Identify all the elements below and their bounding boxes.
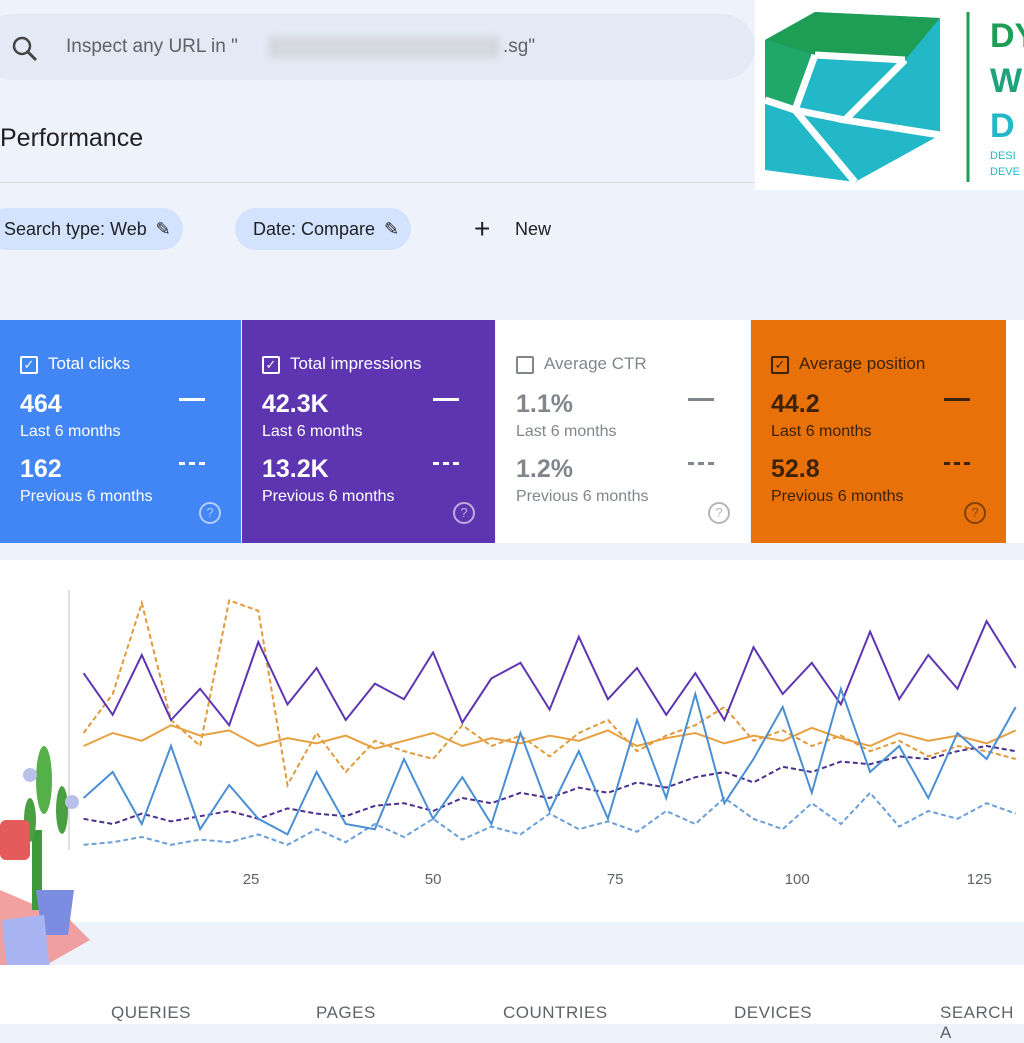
tab-bar bbox=[0, 965, 1024, 1024]
card-prev-period: Previous 6 months bbox=[20, 488, 153, 505]
card-label: Total impressions bbox=[290, 354, 422, 373]
card-period: Last 6 months bbox=[20, 423, 121, 440]
card-prev-value: 1.2% bbox=[516, 455, 573, 483]
help-icon: ? bbox=[708, 502, 730, 524]
page-title: Performance bbox=[0, 124, 144, 152]
card-prev-period: Previous 6 months bbox=[771, 488, 904, 505]
search-text-end: .sg" bbox=[503, 36, 536, 57]
logo-text: DY bbox=[990, 17, 1024, 55]
x-tick-label: 75 bbox=[607, 871, 624, 888]
card-prev-period: Previous 6 months bbox=[262, 488, 395, 505]
filter-chip[interactable]: Date: Compare bbox=[235, 208, 412, 250]
x-tick-label: 50 bbox=[425, 871, 442, 888]
series-line bbox=[83, 791, 1017, 846]
logo-text: W bbox=[990, 62, 1023, 100]
metric-card[interactable]: ✓ Total clicks 464 Last 6 months 162 Previous… bbox=[0, 320, 241, 543]
solid-legend bbox=[944, 398, 970, 401]
logo-small: DESI bbox=[990, 150, 1016, 162]
dashed-legend bbox=[688, 462, 714, 465]
series-line bbox=[82, 685, 1017, 836]
dashed-legend bbox=[433, 462, 459, 465]
card-prev-period: Previous 6 months bbox=[516, 488, 649, 505]
card-label: Average position bbox=[799, 354, 926, 373]
blurred-domain bbox=[268, 36, 500, 58]
filter-chip[interactable]: Search type: Web bbox=[0, 208, 183, 250]
x-tick-label: 100 bbox=[785, 871, 810, 888]
tab[interactable]: SEARCH A bbox=[940, 1003, 1014, 1042]
series-line bbox=[82, 619, 1017, 728]
divider bbox=[0, 182, 755, 183]
x-tick-label: 125 bbox=[967, 871, 992, 888]
solid-legend bbox=[179, 398, 205, 401]
dashed-legend bbox=[944, 462, 970, 465]
card-prev-value: 52.8 bbox=[771, 455, 820, 483]
search-text: Inspect any URL in " bbox=[66, 36, 238, 57]
logo: DY W D DESI DEVE bbox=[755, 0, 1024, 190]
search-icon bbox=[12, 36, 38, 62]
card-value: 464 bbox=[20, 390, 62, 418]
card-label: Total clicks bbox=[48, 354, 131, 373]
tab[interactable]: PAGES bbox=[316, 1003, 376, 1022]
card-period: Last 6 months bbox=[771, 423, 872, 440]
new-button[interactable]: New bbox=[515, 219, 552, 239]
dashed-legend bbox=[179, 462, 205, 465]
tab[interactable]: DEVICES bbox=[734, 1003, 813, 1022]
checkbox: ✓ bbox=[262, 356, 280, 374]
metric-card[interactable]: ✓ Total impressions 42.3K Last 6 months 13.2… bbox=[242, 320, 495, 543]
solid-legend bbox=[433, 398, 459, 401]
tab[interactable]: COUNTRIES bbox=[503, 1003, 608, 1022]
card-value: 42.3K bbox=[262, 390, 329, 418]
metric-card[interactable]: ✓ Average position 44.2 Last 6 months 52.8 Pr… bbox=[751, 320, 1006, 543]
card-value: 1.1% bbox=[516, 390, 573, 418]
card-prev-value: 13.2K bbox=[262, 455, 329, 483]
card-period: Last 6 months bbox=[516, 423, 617, 440]
series-line bbox=[83, 744, 1016, 826]
plus-icon: + bbox=[474, 213, 491, 244]
help-icon: ? bbox=[453, 502, 475, 524]
solid-legend bbox=[688, 398, 714, 401]
card-edge bbox=[1006, 320, 1024, 543]
logo-text: D bbox=[990, 107, 1015, 145]
checkbox: ✓ bbox=[771, 356, 789, 374]
help-icon: ? bbox=[964, 502, 986, 524]
tab[interactable]: QUERIES bbox=[111, 1003, 192, 1022]
help-icon: ? bbox=[199, 502, 221, 524]
metric-card[interactable]: Average CTR 1.1% Last 6 months 1.2% Previous… bbox=[496, 320, 750, 543]
checkbox bbox=[516, 356, 534, 374]
checkbox: ✓ bbox=[20, 356, 38, 374]
x-tick-label: 25 bbox=[243, 871, 260, 888]
card-label: Average CTR bbox=[544, 354, 647, 373]
card-value: 44.2 bbox=[771, 390, 820, 418]
series-line bbox=[83, 724, 1017, 750]
series-line bbox=[82, 599, 1016, 788]
plant-illustration bbox=[0, 746, 90, 980]
card-prev-value: 162 bbox=[20, 455, 62, 483]
logo-small: DEVE bbox=[990, 166, 1020, 178]
card-period: Last 6 months bbox=[262, 423, 363, 440]
